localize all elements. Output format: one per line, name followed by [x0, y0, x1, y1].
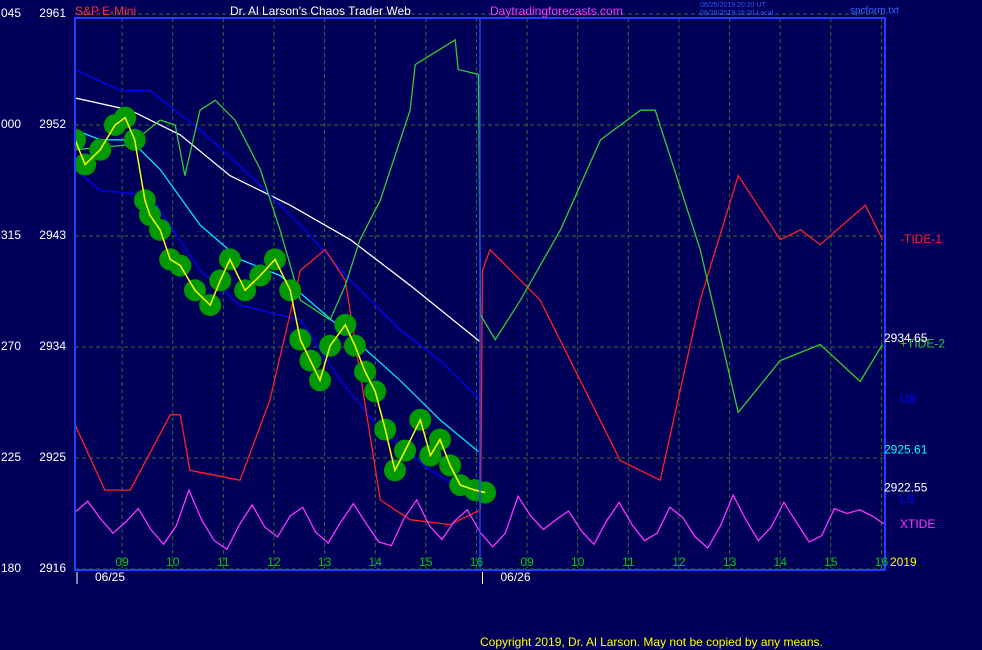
- website: Daytradingforecasts.com: [490, 4, 623, 18]
- x-tick-label: 12: [267, 555, 281, 569]
- y2-tick-label: 000: [1, 117, 21, 131]
- labels: 2916 2925 2934 2943 2952 2961 180 225 270 315 000 0…: [1, 6, 945, 584]
- y-tick-label: 2961: [39, 6, 66, 20]
- legend-label: +TIDE-2: [900, 337, 945, 351]
- x-tick-label: 14: [369, 555, 383, 569]
- series-line: [75, 38, 884, 414]
- date-label: 06/26: [501, 570, 531, 584]
- x-tick-label: 14: [774, 555, 788, 569]
- series-layer: [75, 38, 885, 551]
- legend-label: LB: [900, 492, 915, 506]
- x-tick-label: 10: [571, 555, 585, 569]
- x-tick-label: 11: [622, 555, 635, 569]
- file-name: spcform.txt: [850, 6, 899, 17]
- copyright: Copyright 2019, Dr. Al Larson. May not b…: [480, 635, 823, 649]
- x-tick-label: 09: [520, 555, 534, 569]
- series-line: [75, 68, 481, 401]
- price-label: 2934.65: [884, 331, 928, 345]
- y2-tick-label: 225: [1, 450, 21, 464]
- legend-label: UB: [900, 392, 917, 406]
- x-tick-label: 11: [217, 555, 230, 569]
- legend-label: XTIDE: [900, 517, 935, 531]
- y-tick-label: 2943: [39, 228, 66, 242]
- series-line: [75, 97, 481, 343]
- plot-frame: [74, 17, 886, 571]
- y2-tick-label: 270: [1, 339, 21, 353]
- legend-label: -TIDE-1: [900, 232, 942, 246]
- x-tick-label: 16: [875, 555, 889, 569]
- x-tick-label: 16: [470, 555, 484, 569]
- y2-tick-label: 045: [1, 6, 21, 20]
- series-line: [75, 116, 486, 494]
- price-label: 2922.55: [884, 480, 928, 494]
- price-label: 2925.61: [884, 443, 928, 457]
- timestamp: 06/25/2019 15:20 Local: [700, 10, 774, 17]
- x-tick-label: 15: [824, 555, 838, 569]
- chart-title: Dr. Al Larson's Chaos Trader Web: [230, 4, 411, 18]
- x-tick-label: 10: [166, 555, 180, 569]
- y2-tick-label: 315: [1, 228, 21, 242]
- date-label: 06/25: [95, 570, 125, 584]
- y2-tick-label: 180: [1, 561, 21, 575]
- x-tick-label: 09: [115, 555, 129, 569]
- instrument: S&P E-Mini: [75, 4, 136, 18]
- x-tick-label: 13: [318, 555, 332, 569]
- x-tick-label: 13: [723, 555, 737, 569]
- timestamp: 06/25/2019 20:20 UT: [700, 2, 766, 9]
- series-line: [75, 174, 884, 526]
- y-tick-label: 2934: [39, 339, 66, 353]
- x-tick-label: 15: [419, 555, 433, 569]
- y-tick-label: 2925: [39, 450, 66, 464]
- x-tick-label: 12: [672, 555, 686, 569]
- year: 2019: [890, 555, 917, 569]
- y-tick-label: 2916: [39, 561, 66, 575]
- y-tick-label: 2952: [39, 117, 66, 131]
